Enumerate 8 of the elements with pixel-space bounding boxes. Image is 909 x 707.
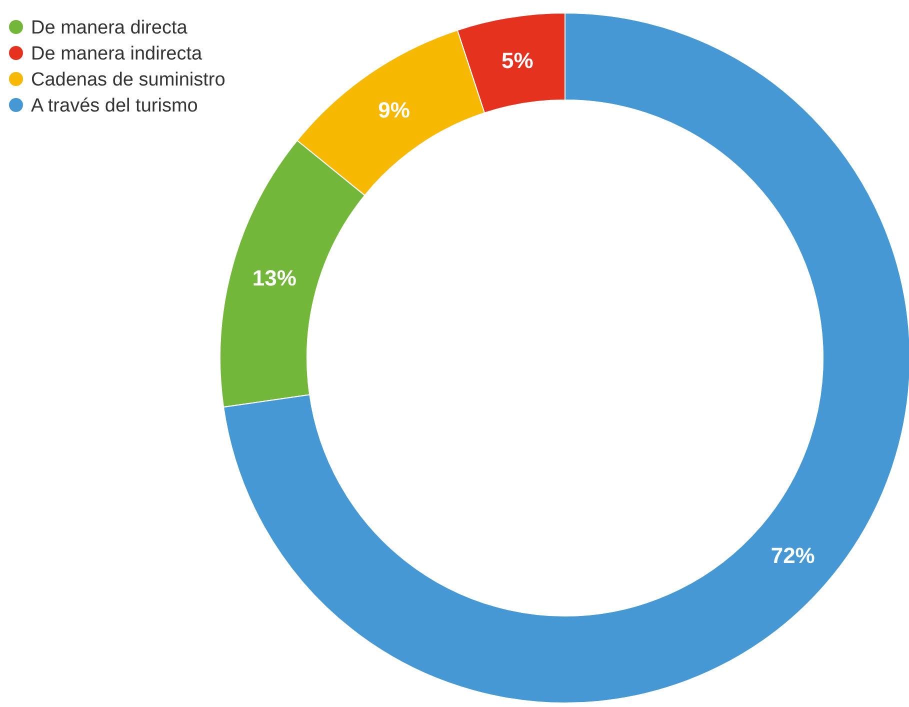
legend-label: Cadenas de suministro: [31, 70, 226, 91]
data-label: 5%: [501, 48, 534, 73]
legend-label: De manera indirecta: [31, 44, 203, 65]
data-label: 72%: [770, 543, 815, 568]
data-label: 9%: [378, 97, 410, 122]
legend-label: De manera directa: [31, 18, 188, 39]
legend-label: A través del turismo: [31, 96, 198, 117]
data-label: 13%: [252, 265, 296, 290]
